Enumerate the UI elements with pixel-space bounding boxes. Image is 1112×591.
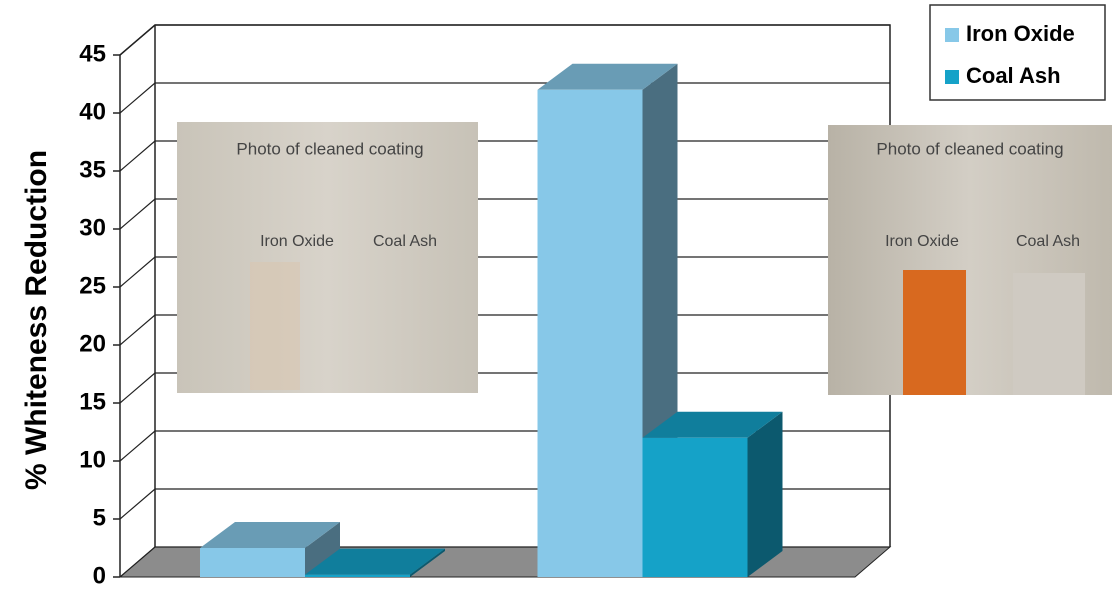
y-tick-label: 15 [79, 388, 106, 415]
inset-label: Coal Ash [373, 233, 437, 250]
legend-label: Iron Oxide [966, 21, 1075, 46]
y-tick-label: 5 [93, 504, 106, 531]
y-tick-label: 20 [79, 330, 106, 357]
legend: Iron Oxide Coal Ash [945, 21, 1075, 88]
legend-swatch [945, 70, 959, 84]
inset-title: Photo of cleaned coating [236, 139, 423, 158]
insets: Photo of cleaned coating Iron Oxide Coal… [177, 122, 1112, 395]
bar [642, 437, 748, 577]
y-tick-label: 35 [79, 156, 106, 183]
bar-side [305, 522, 340, 577]
y-tick-label: 0 [93, 562, 106, 586]
legend-box [929, 4, 1106, 101]
inset-stain [1013, 273, 1085, 395]
inset-label: Iron Oxide [885, 233, 959, 250]
y-tick-label: 45 [79, 40, 106, 67]
bar-side [747, 411, 783, 577]
inset-title: Photo of cleaned coating [876, 139, 1063, 158]
bar-top [642, 411, 783, 438]
grid-line [119, 24, 890, 56]
inset-label: Iron Oxide [260, 233, 334, 250]
bar-top [200, 522, 340, 548]
bar [305, 574, 410, 577]
bar [200, 548, 305, 577]
grid-line [119, 82, 890, 114]
y-tick-label: 10 [79, 446, 106, 473]
inset-stain [250, 262, 300, 390]
legend-label: Coal Ash [966, 63, 1061, 88]
y-tick-label: 25 [79, 272, 106, 299]
legend-swatch [945, 28, 959, 42]
y-tick-label: 40 [79, 98, 106, 125]
bar-top [537, 63, 678, 90]
bar-top [305, 548, 445, 575]
bar [537, 89, 643, 578]
y-tick-label: 30 [79, 214, 106, 241]
inset-photo [177, 122, 478, 393]
bar-side [410, 548, 445, 577]
inset-label: Coal Ash [1016, 233, 1080, 250]
y-axis-title: % Whiteness Reduction [20, 150, 53, 490]
bars [200, 63, 783, 578]
inset-stain [903, 270, 966, 395]
